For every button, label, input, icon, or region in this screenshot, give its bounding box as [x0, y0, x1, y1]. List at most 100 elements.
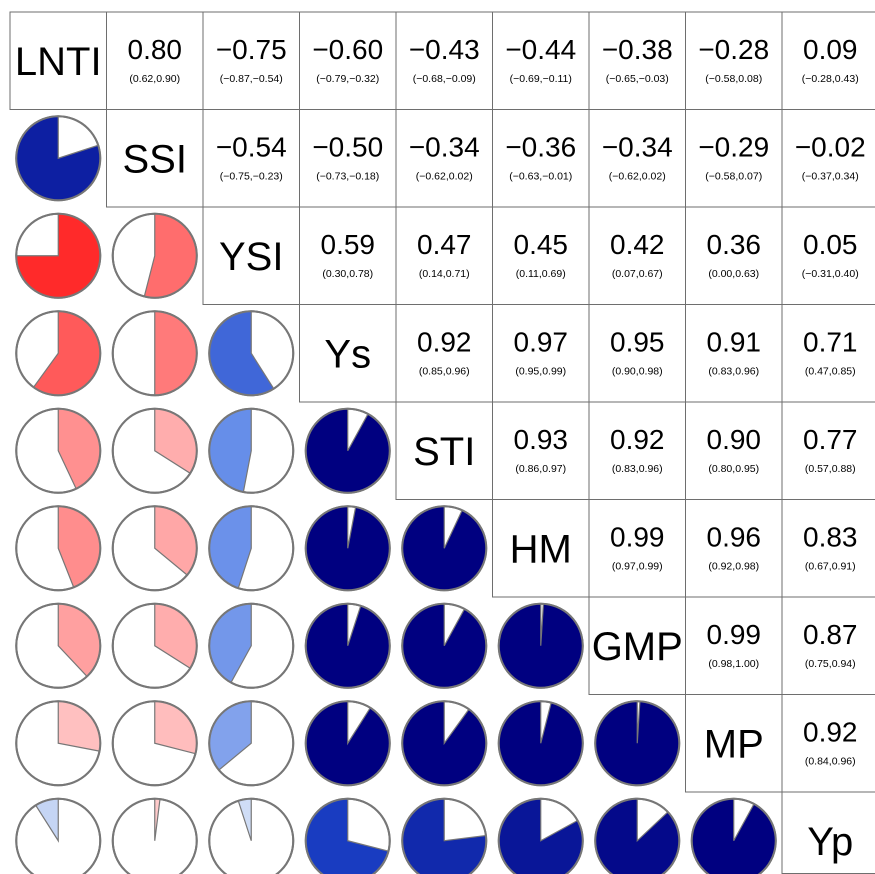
variable-label-gmp: GMP	[592, 625, 683, 669]
corr-ssi-gmp-ci: (−0.62,0.02)	[609, 171, 666, 183]
corr-ssi-ysi-cell	[202, 109, 300, 208]
corr-lnti-gmp-ci: (−0.65,−0.03)	[606, 73, 669, 85]
diag-cell-sti	[395, 401, 493, 500]
variable-label-sti: STI	[413, 430, 475, 474]
corr-ys-hm-cell	[492, 304, 590, 403]
corr-mp-yp-pie	[690, 797, 777, 874]
corr-ssi-mp-value: −0.29	[698, 132, 769, 163]
corr-sti-mp-cell	[685, 401, 783, 500]
corr-ysi-gmp-value: 0.42	[610, 229, 665, 260]
corr-ys-mp-value: 0.91	[707, 327, 762, 358]
upper-panel: 0.80 (0.62,0.90) −0.75 (−0.87,−0.54) −0.60 (−…	[106, 11, 875, 793]
corr-sti-mp-pie	[401, 700, 488, 787]
corr-ysi-yp-pie	[208, 797, 295, 874]
corr-ys-yp-pie	[304, 797, 391, 874]
corr-lnti-ssi-cell	[106, 11, 204, 110]
corr-hm-yp-ci: (0.67,0.91)	[805, 561, 856, 573]
corr-sti-mp-ci: (0.80,0.95)	[708, 463, 759, 475]
variable-label-ysi: YSI	[219, 235, 283, 279]
variable-label-lnti: LNTI	[15, 40, 102, 84]
corr-ssi-ysi-value: −0.54	[216, 132, 287, 163]
corr-hm-gmp-value: 0.99	[610, 522, 665, 553]
corr-ys-mp-cell	[685, 304, 783, 403]
corr-ssi-ys-pie	[111, 310, 198, 397]
variable-label-hm: HM	[510, 527, 572, 571]
corr-ysi-ys-pie	[208, 310, 295, 397]
corr-lnti-ysi-ci: (−0.87,−0.54)	[220, 73, 283, 85]
corr-lnti-hm-cell	[492, 11, 590, 110]
corr-ssi-yp-cell	[781, 109, 875, 208]
corr-hm-yp-pie	[497, 797, 584, 874]
corr-ysi-sti-value: 0.47	[417, 229, 472, 260]
corr-ys-hm-pie	[304, 505, 391, 592]
corr-ysi-yp-cell	[781, 206, 875, 305]
corr-ysi-sti-cell	[395, 206, 493, 305]
corr-gmp-mp-value: 0.99	[707, 619, 762, 650]
corr-gmp-yp-ci: (0.75,0.94)	[805, 658, 856, 670]
corr-sti-yp-pie	[401, 797, 488, 874]
corr-ysi-mp-pie	[208, 700, 295, 787]
corr-ssi-ys-ci: (−0.73,−0.18)	[316, 171, 379, 183]
corr-hm-yp-cell	[781, 499, 875, 598]
corr-ysi-gmp-pie	[208, 602, 295, 689]
corr-ys-gmp-cell	[588, 304, 686, 403]
corr-ysi-hm-pie	[208, 505, 295, 592]
corr-ys-mp-ci: (0.83,0.96)	[708, 366, 759, 378]
corr-ssi-sti-ci: (−0.62,0.02)	[416, 171, 473, 183]
corr-sti-yp-value: 0.77	[803, 424, 858, 455]
corr-lnti-ysi-pie	[15, 212, 102, 299]
corr-lnti-hm-pie	[15, 505, 102, 592]
corr-ssi-ysi-pie	[111, 212, 198, 299]
corr-ysi-ys-value: 0.59	[321, 229, 376, 260]
corr-ys-yp-value: 0.71	[803, 327, 858, 358]
corr-lnti-gmp-cell	[588, 11, 686, 110]
corr-lnti-yp-pie	[15, 797, 102, 874]
corr-gmp-mp-cell	[685, 596, 783, 695]
corr-lnti-sti-ci: (−0.68,−0.09)	[413, 73, 476, 85]
corr-sti-yp-cell	[781, 401, 875, 500]
corr-ys-hm-value: 0.97	[514, 327, 569, 358]
corr-ssi-hm-ci: (−0.63,−0.01)	[509, 171, 572, 183]
corr-hm-yp-value: 0.83	[803, 522, 858, 553]
corr-lnti-ys-pie	[15, 310, 102, 397]
corr-ysi-hm-ci: (0.11,0.69)	[516, 268, 566, 280]
corr-mp-yp-cell	[781, 694, 875, 793]
corr-lnti-hm-value: −0.44	[505, 34, 576, 65]
diag-cell-lnti	[9, 11, 107, 110]
corr-lnti-yp-cell	[781, 11, 875, 110]
corr-lnti-ys-value: −0.60	[312, 34, 383, 65]
corr-ssi-yp-ci: (−0.37,0.34)	[802, 171, 859, 183]
corr-mp-yp-ci: (0.84,0.96)	[805, 756, 856, 768]
corr-sti-hm-pie	[401, 505, 488, 592]
corr-sti-hm-value: 0.93	[514, 424, 569, 455]
corr-ssi-mp-ci: (−0.58,0.07)	[705, 171, 762, 183]
corr-ssi-yp-value: −0.02	[795, 132, 866, 163]
corr-ssi-mp-pie	[111, 700, 198, 787]
corr-sti-gmp-value: 0.92	[610, 424, 665, 455]
corr-ssi-mp-cell	[685, 109, 783, 208]
diagonal-labels: LNTI SSI YSI Ys STI HM GMP MP Yp	[9, 11, 875, 874]
corr-ssi-gmp-cell	[588, 109, 686, 208]
corr-ysi-gmp-cell	[588, 206, 686, 305]
corr-ysi-sti-ci: (0.14,0.71)	[419, 268, 470, 280]
lower-panel	[15, 115, 777, 874]
corr-ssi-hm-pie	[111, 505, 198, 592]
variable-label-ssi: SSI	[123, 137, 187, 181]
corr-ys-sti-cell	[395, 304, 493, 403]
corr-ssi-gmp-value: −0.34	[602, 132, 673, 163]
corr-ssi-sti-pie	[111, 407, 198, 494]
corr-sti-yp-ci: (0.57,0.88)	[805, 463, 856, 475]
corr-lnti-ys-ci: (−0.79,−0.32)	[316, 73, 379, 85]
corr-ssi-ys-cell	[299, 109, 397, 208]
corr-ysi-mp-cell	[685, 206, 783, 305]
corr-lnti-ssi-pie	[15, 115, 102, 202]
variable-label-mp: MP	[704, 722, 764, 766]
corr-lnti-mp-ci: (−0.58,0.08)	[705, 73, 762, 85]
corr-ysi-yp-value: 0.05	[803, 229, 858, 260]
diag-cell-hm	[492, 499, 590, 598]
corr-sti-hm-cell	[492, 401, 590, 500]
corr-lnti-gmp-value: −0.38	[602, 34, 673, 65]
corr-ys-sti-ci: (0.85,0.96)	[419, 366, 470, 378]
corr-ys-gmp-pie	[304, 602, 391, 689]
